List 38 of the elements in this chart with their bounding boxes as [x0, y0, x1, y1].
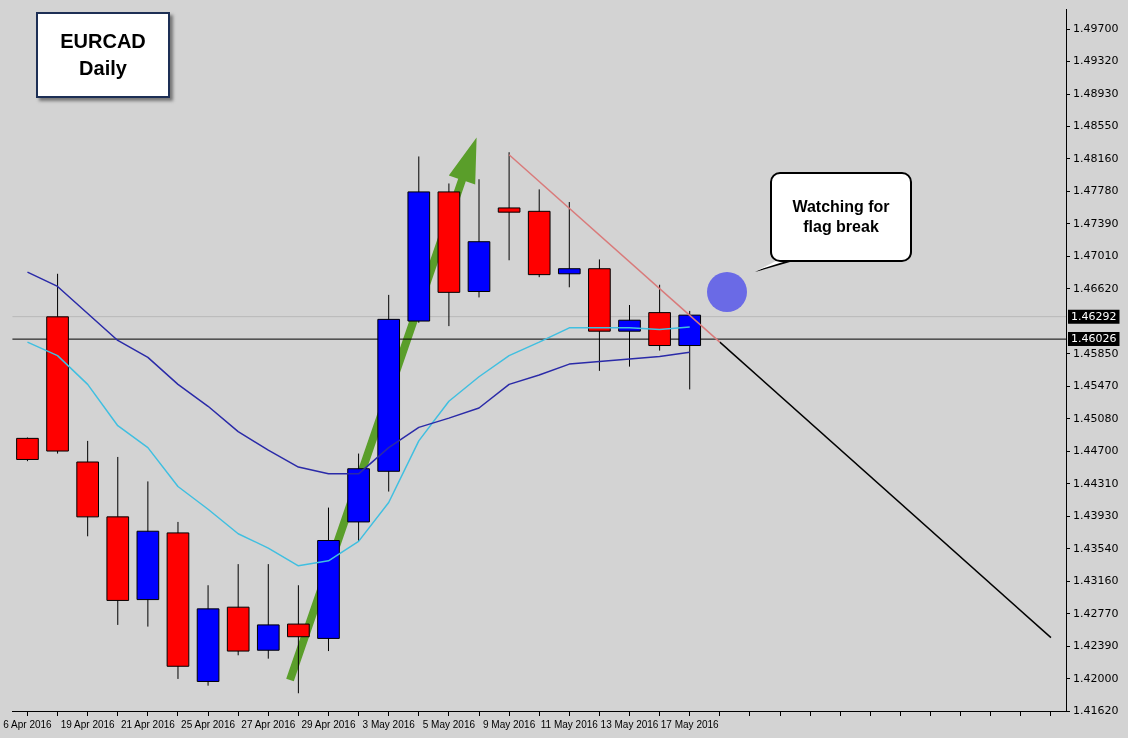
y-tick-label: 1.43160 — [1073, 573, 1119, 587]
y-tick-label: 1.43930 — [1073, 508, 1119, 522]
x-tick-label: 13 May 2016 — [600, 718, 659, 730]
annotation: Watching for flag break — [791, 197, 891, 237]
y-tick-label: 1.42770 — [1073, 606, 1119, 620]
y-tick-label: 1.48930 — [1073, 86, 1119, 100]
y-tick-label: 1.47390 — [1073, 216, 1119, 230]
x-tick-label: 29 Apr 2016 — [301, 718, 356, 730]
candlestick — [16, 437, 39, 462]
y-tick-label: 1.48160 — [1073, 151, 1119, 165]
y-tick-label: 1.44700 — [1073, 443, 1119, 457]
x-tick-label: 19 Apr 2016 — [60, 718, 116, 730]
x-tick-label: 25 Apr 2016 — [181, 718, 236, 730]
ref-line-label: 1.46026 — [1071, 331, 1117, 345]
y-tick-label: 1.49320 — [1073, 53, 1119, 67]
x-tick-label: 6 Apr 2016 — [3, 718, 53, 730]
x-tick-label: 5 May 2016 — [422, 718, 476, 730]
x-tick-label: 9 May 2016 — [482, 718, 536, 730]
x-tick-label: 11 May 2016 — [540, 718, 599, 730]
y-tick-label: 1.47780 — [1073, 183, 1119, 197]
text: EURCAD Daily — [59, 29, 147, 81]
y-tick-label: 1.47010 — [1073, 248, 1119, 262]
x-tick-label: 17 May 2016 — [660, 718, 720, 730]
y-tick-label: 1.41620 — [1073, 703, 1119, 717]
y-tick-label: 1.42000 — [1073, 671, 1119, 685]
y-tick-label: 1.45850 — [1073, 346, 1119, 360]
x-tick-label: 27 Apr 2016 — [241, 718, 296, 730]
y-tick-label: 1.49700 — [1073, 21, 1119, 35]
y-tick-label: 1.46620 — [1073, 281, 1119, 295]
y-tick-label: 1.45080 — [1073, 411, 1119, 425]
ref-line-label: 1.46292 — [1071, 309, 1117, 323]
y-tick-label: 1.42390 — [1073, 638, 1119, 652]
x-tick-label: 3 May 2016 — [362, 718, 416, 730]
y-tick-label: 1.43540 — [1073, 541, 1119, 555]
x-tick-label: 21 Apr 2016 — [120, 718, 176, 730]
y-tick-label: 1.48550 — [1073, 118, 1119, 132]
y-tick-label: 1.44310 — [1073, 476, 1119, 490]
y-tick-label: 1.45470 — [1073, 378, 1119, 392]
